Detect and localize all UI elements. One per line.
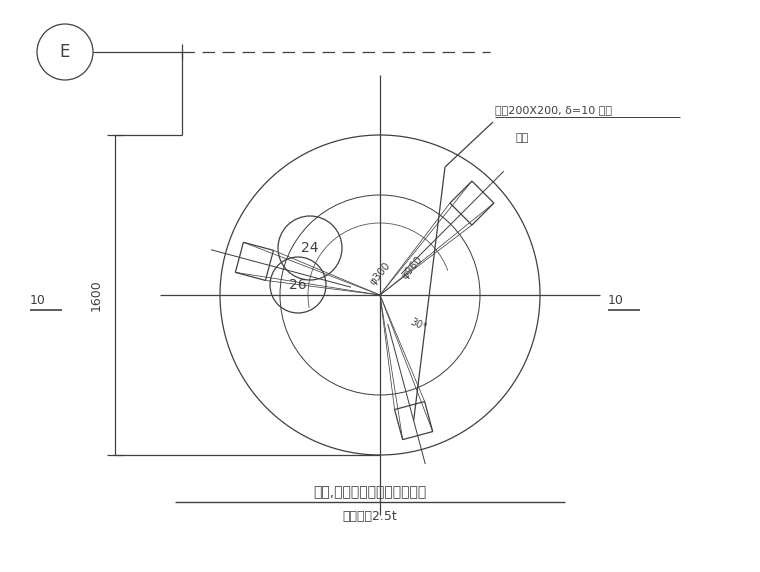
Text: E: E bbox=[60, 43, 70, 61]
Text: 24: 24 bbox=[301, 241, 318, 255]
Text: φ300: φ300 bbox=[368, 260, 393, 287]
Text: 三块: 三块 bbox=[515, 133, 528, 143]
Text: 26: 26 bbox=[290, 278, 307, 292]
Text: 运行荷重2.5t: 运行荷重2.5t bbox=[343, 510, 397, 522]
Text: φ960: φ960 bbox=[400, 254, 425, 281]
Text: 1600: 1600 bbox=[90, 279, 103, 311]
Text: 10: 10 bbox=[30, 293, 46, 307]
Text: 明床,混床碱计量箱基础平面图: 明床,混床碱计量箱基础平面图 bbox=[313, 485, 426, 499]
Text: 预埋200X200, δ=10 钢板: 预埋200X200, δ=10 钢板 bbox=[495, 105, 612, 115]
Text: 30°: 30° bbox=[408, 317, 428, 333]
Text: 10: 10 bbox=[608, 293, 624, 307]
